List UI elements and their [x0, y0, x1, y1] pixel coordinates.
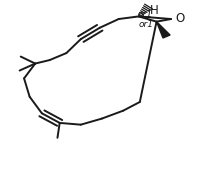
Polygon shape — [157, 22, 170, 38]
Text: O: O — [175, 12, 185, 25]
Text: or1: or1 — [138, 10, 153, 19]
Text: or1: or1 — [139, 20, 154, 29]
Text: H: H — [150, 4, 159, 17]
